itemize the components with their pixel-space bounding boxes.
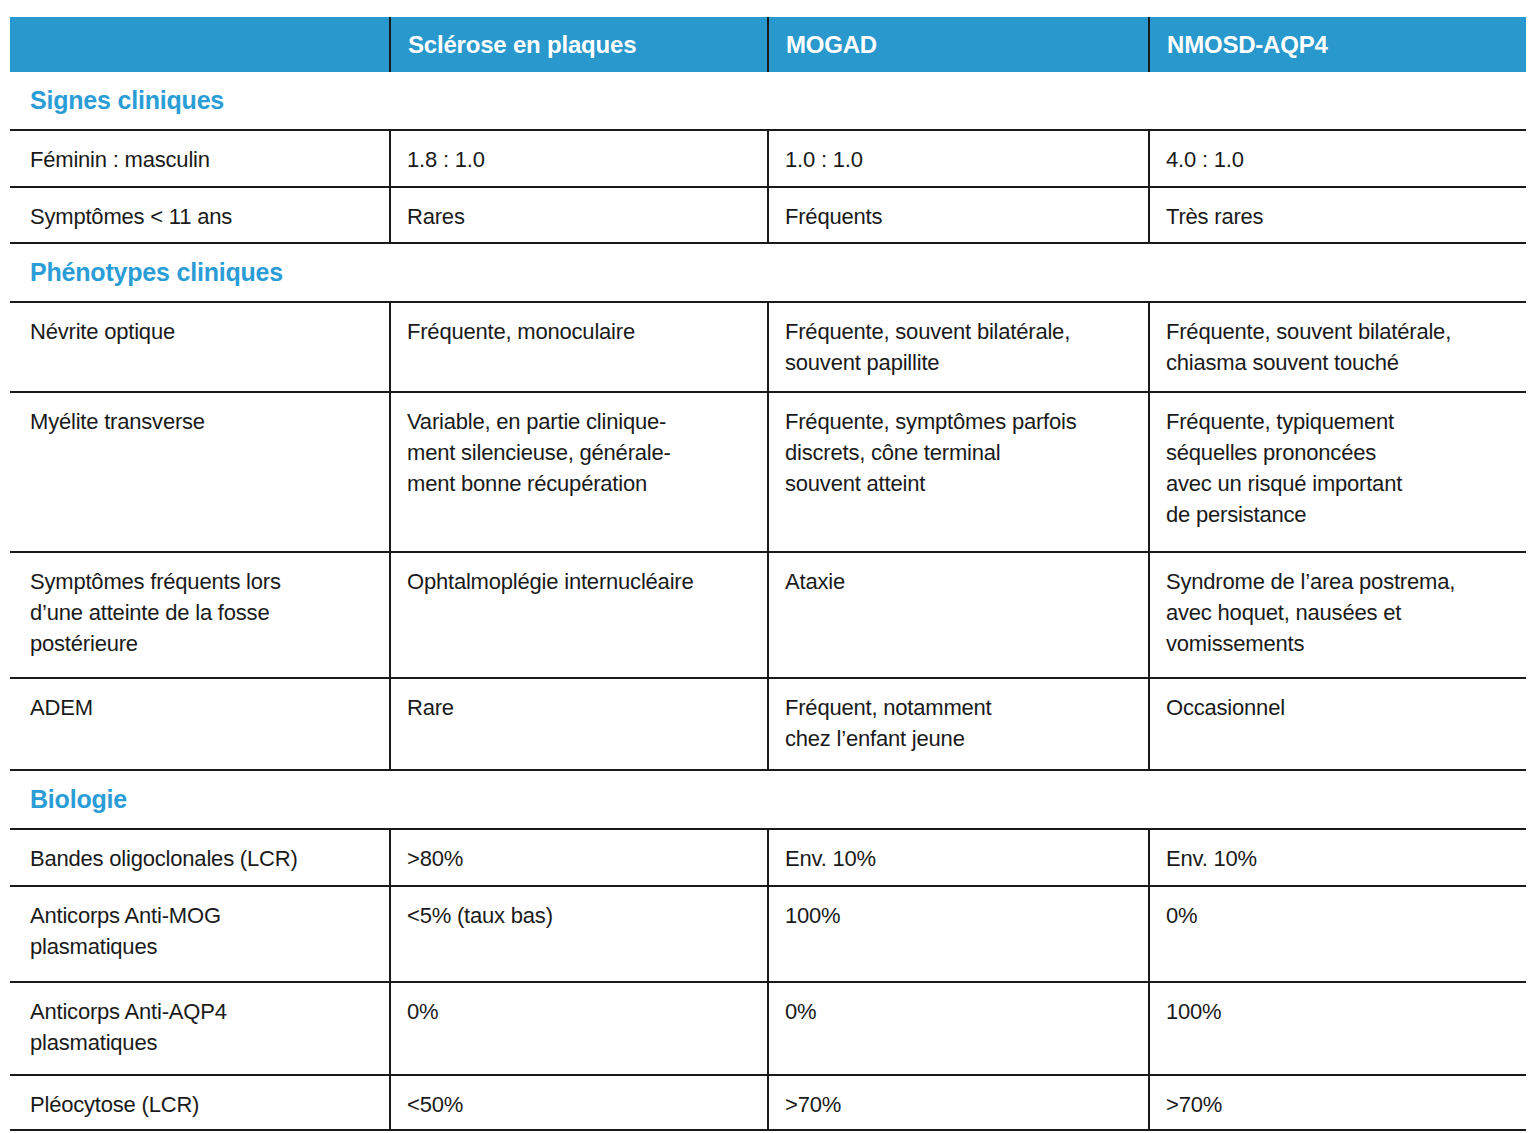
cell-nmosd: Fréquente, typiquement séquelles prononc…: [1148, 393, 1526, 551]
table-header-row: Sclérose en plaques MOGAD NMOSD-AQP4: [10, 17, 1526, 72]
row-label: Anticorps Anti-MOG plasmatiques: [10, 887, 389, 981]
cell-mogad: Env. 10%: [767, 830, 1148, 885]
table-row-anticorps-anti-aqp4: Anticorps Anti-AQP4 plasmatiques 0% 0% 1…: [10, 981, 1526, 1074]
header-empty-cell: [10, 17, 389, 72]
cell-mogad: Fréquents: [767, 188, 1148, 242]
table-row-myelite-transverse: Myélite transverse Variable, en partie c…: [10, 391, 1526, 551]
cell-mogad: Fréquent, notamment chez l’enfant jeune: [767, 679, 1148, 769]
row-label: Symptômes < 11 ans: [10, 188, 389, 242]
cell-nmosd: 0%: [1148, 887, 1526, 981]
cell-sclerose: Ophtalmoplégie internucléaire: [389, 553, 767, 677]
table-row-adem: ADEM Rare Fréquent, notamment chez l’enf…: [10, 677, 1526, 769]
cell-nmosd: Syndrome de l’area postrema, avec hoquet…: [1148, 553, 1526, 677]
cell-sclerose: Fréquente, monoculaire: [389, 303, 767, 391]
table-row-bandes-oligoclonales: Bandes oligoclonales (LCR) >80% Env. 10%…: [10, 828, 1526, 885]
table-row-symptomes-11-ans: Symptômes < 11 ans Rares Fréquents Très …: [10, 186, 1526, 242]
cell-mogad: >70%: [767, 1076, 1148, 1129]
table-row-pleocytose: Pléocytose (LCR) <50% >70% >70%: [10, 1074, 1526, 1129]
table-row-nevrite-optique: Névrite optique Fréquente, monoculaire F…: [10, 301, 1526, 391]
cell-sclerose: <5% (taux bas): [389, 887, 767, 981]
section-phenotypes-cliniques-rows: Névrite optique Fréquente, monoculaire F…: [10, 301, 1526, 771]
row-label: Bandes oligoclonales (LCR): [10, 830, 389, 885]
cell-mogad: Fréquente, souvent bilatérale, souvent p…: [767, 303, 1148, 391]
row-label: Pléocytose (LCR): [10, 1076, 389, 1129]
row-label: Symptômes fréquents lors d’une atteinte …: [10, 553, 389, 677]
cell-mogad: 1.0 : 1.0: [767, 131, 1148, 186]
cell-mogad: Fréquente, symptômes parfois discrets, c…: [767, 393, 1148, 551]
section-biologie-rows: Bandes oligoclonales (LCR) >80% Env. 10%…: [10, 828, 1526, 1131]
section-heading-signes-cliniques: Signes cliniques: [10, 72, 1526, 129]
row-label: Myélite transverse: [10, 393, 389, 551]
section-heading-biologie: Biologie: [10, 771, 1526, 828]
cell-sclerose: Variable, en partie clinique- ment silen…: [389, 393, 767, 551]
cell-sclerose: >80%: [389, 830, 767, 885]
cell-sclerose: Rares: [389, 188, 767, 242]
column-header-nmosd-aqp4: NMOSD-AQP4: [1148, 17, 1526, 72]
row-label: Anticorps Anti-AQP4 plasmatiques: [10, 983, 389, 1074]
table-row-feminin-masculin: Féminin : masculin 1.8 : 1.0 1.0 : 1.0 4…: [10, 129, 1526, 186]
column-header-sclerose-en-plaques: Sclérose en plaques: [389, 17, 767, 72]
cell-sclerose: 1.8 : 1.0: [389, 131, 767, 186]
table-row-anticorps-anti-mog: Anticorps Anti-MOG plasmatiques <5% (tau…: [10, 885, 1526, 981]
cell-sclerose: Rare: [389, 679, 767, 769]
cell-nmosd: 100%: [1148, 983, 1526, 1074]
cell-nmosd: Fréquente, souvent bilatérale, chiasma s…: [1148, 303, 1526, 391]
cell-mogad: 100%: [767, 887, 1148, 981]
cell-sclerose: 0%: [389, 983, 767, 1074]
cell-nmosd: 4.0 : 1.0: [1148, 131, 1526, 186]
table-row-symptomes-fosse-posterieure: Symptômes fréquents lors d’une atteinte …: [10, 551, 1526, 677]
column-header-mogad: MOGAD: [767, 17, 1148, 72]
comparison-table: Sclérose en plaques MOGAD NMOSD-AQP4 Sig…: [10, 17, 1526, 1131]
cell-mogad: Ataxie: [767, 553, 1148, 677]
cell-mogad: 0%: [767, 983, 1148, 1074]
row-label: Féminin : masculin: [10, 131, 389, 186]
row-label: Névrite optique: [10, 303, 389, 391]
section-signes-cliniques-rows: Féminin : masculin 1.8 : 1.0 1.0 : 1.0 4…: [10, 129, 1526, 244]
cell-nmosd: Très rares: [1148, 188, 1526, 242]
section-heading-phenotypes-cliniques: Phénotypes cliniques: [10, 244, 1526, 301]
cell-sclerose: <50%: [389, 1076, 767, 1129]
cell-nmosd: Occasionnel: [1148, 679, 1526, 769]
row-label: ADEM: [10, 679, 389, 769]
cell-nmosd: Env. 10%: [1148, 830, 1526, 885]
cell-nmosd: >70%: [1148, 1076, 1526, 1129]
